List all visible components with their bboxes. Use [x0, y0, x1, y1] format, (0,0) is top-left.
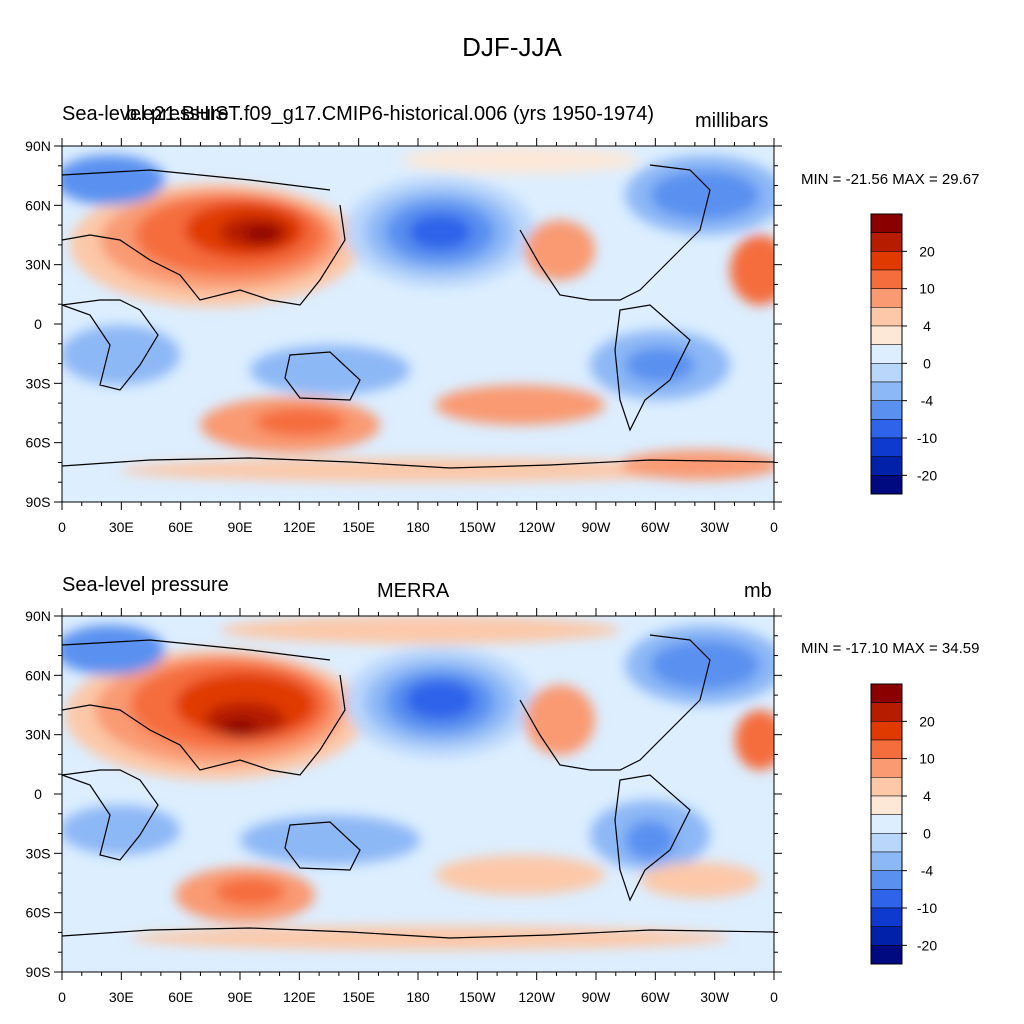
lon-tick-label: 30E: [109, 989, 134, 1005]
axis-tick-labels: 0 30E 60E 90E 120E 150E 180 150W 120W 90W 60W 30W 09…: [25, 608, 778, 1005]
lon-tick-label: 90W: [582, 989, 612, 1005]
lon-tick-label: 0: [58, 989, 66, 1005]
lon-tick-label: 0: [770, 989, 778, 1005]
colorbar-swatch: [870, 702, 903, 722]
lat-tick-label: 30N: [25, 257, 51, 273]
coastlines: [62, 164, 774, 469]
colorbar-swatch: [870, 758, 903, 778]
lat-tick-label: 90N: [25, 608, 51, 624]
lon-tick-label: 150W: [459, 989, 496, 1005]
lat-tick-label: 30N: [25, 727, 51, 743]
lon-tick-label: 60E: [168, 989, 193, 1005]
lon-tick-label: 60W: [641, 519, 671, 535]
lon-tick-label: 30E: [109, 519, 134, 535]
lat-tick-label: 30S: [26, 845, 51, 861]
lon-tick-label: 30W: [700, 989, 730, 1005]
lon-tick-label: 120E: [283, 519, 316, 535]
colorbar-swatch: [870, 926, 903, 946]
lat-tick-label: 60S: [26, 905, 51, 921]
axis-ticks: [54, 138, 782, 510]
lat-tick-label: 60N: [25, 667, 51, 683]
panel-units-label: mb: [744, 580, 772, 602]
lat-tick-label: 0: [34, 316, 42, 332]
map-figure: 0 30E 60E 90E 120E 150E 180 150W 120W 90W 60W 30W 09…: [25, 138, 937, 535]
axis-tick-labels: 0 30E 60E 90E 120E 150E 180 150W 120W 90W 60W 30W 09…: [25, 138, 778, 535]
colorbar-label: 10: [919, 281, 935, 297]
colorbar-swatch: [870, 907, 903, 927]
colorbar-swatch: [870, 945, 903, 965]
colorbar-label: 0: [923, 355, 931, 371]
lon-tick-label: 90W: [582, 519, 612, 535]
colorbar-label: -20: [917, 467, 937, 483]
panel-left-title: Sea-level pressure: [62, 103, 229, 125]
lon-tick-label: 150W: [459, 519, 496, 535]
panel-units-label: millibars: [695, 110, 769, 132]
colorbar-label: 20: [919, 243, 935, 259]
min-max-label: MIN = -21.56 MAX = 29.67: [801, 171, 980, 188]
panel-left-title: Sea-level pressure: [62, 574, 229, 596]
lat-tick-label: 60S: [26, 435, 51, 451]
lat-tick-label: 30S: [26, 375, 51, 391]
axis-ticks: [54, 608, 782, 980]
colorbar-swatch: [870, 683, 903, 703]
colorbar-swatch: [870, 777, 903, 797]
lon-tick-label: 60W: [641, 989, 671, 1005]
colorbar-frame: [870, 213, 903, 495]
colorbar-frame: [870, 683, 903, 965]
lat-tick-label: 90N: [25, 138, 51, 154]
lon-tick-label: 150E: [342, 989, 375, 1005]
colorbar-label: -4: [921, 863, 934, 879]
slp-difference-field: [62, 146, 774, 502]
lon-tick-label: 0: [770, 519, 778, 535]
colorbar-swatch: [870, 721, 903, 741]
colorbar-swatch: [870, 833, 903, 853]
colorbar-swatch: [870, 851, 903, 871]
lat-tick-label: 90S: [26, 964, 51, 980]
colorbar-swatch: [870, 795, 903, 815]
lon-tick-label: 90E: [228, 519, 253, 535]
colorbar-label: 0: [923, 825, 931, 841]
colorbar-label: -10: [917, 430, 937, 446]
lon-tick-label: 0: [58, 519, 66, 535]
figure-title: DJF-JJA: [462, 32, 562, 62]
panel-center-title: b.e21.BHIST.f09_g17.CMIP6-historical.006…: [126, 103, 655, 125]
lon-tick-label: 180: [406, 989, 430, 1005]
coastlines: [62, 634, 774, 939]
colorbar-label: 4: [923, 318, 931, 334]
min-max-label: MIN = -17.10 MAX = 34.59: [801, 640, 980, 657]
lon-tick-label: 150E: [342, 519, 375, 535]
colorbar-label: 4: [923, 788, 931, 804]
colorbar-label: 10: [919, 751, 935, 767]
colorbar-label: -4: [921, 393, 934, 409]
colorbar: 20 10 4 0 -4 -10 -20: [870, 213, 937, 495]
lon-tick-label: 120E: [283, 989, 316, 1005]
lat-tick-label: 90S: [26, 494, 51, 510]
colorbar-label: 20: [919, 713, 935, 729]
lon-tick-label: 120W: [518, 519, 555, 535]
lat-tick-label: 0: [34, 786, 42, 802]
lon-tick-label: 90E: [228, 989, 253, 1005]
colorbar-swatch: [870, 870, 903, 890]
colorbar-swatch: [870, 889, 903, 909]
colorbar-label: -20: [917, 937, 937, 953]
colorbar-swatch: [870, 739, 903, 759]
lon-tick-label: 30W: [700, 519, 730, 535]
lon-tick-label: 180: [406, 519, 430, 535]
lon-tick-label: 60E: [168, 519, 193, 535]
colorbar-label: -10: [917, 900, 937, 916]
panel-center-title: MERRA: [377, 580, 450, 602]
lat-tick-label: 60N: [25, 197, 51, 213]
colorbar-swatch: [870, 814, 903, 834]
slp-difference-field: [62, 616, 774, 972]
lon-tick-label: 120W: [518, 989, 555, 1005]
colorbar: 20 10 4 0 -4 -10 -20: [870, 683, 937, 965]
